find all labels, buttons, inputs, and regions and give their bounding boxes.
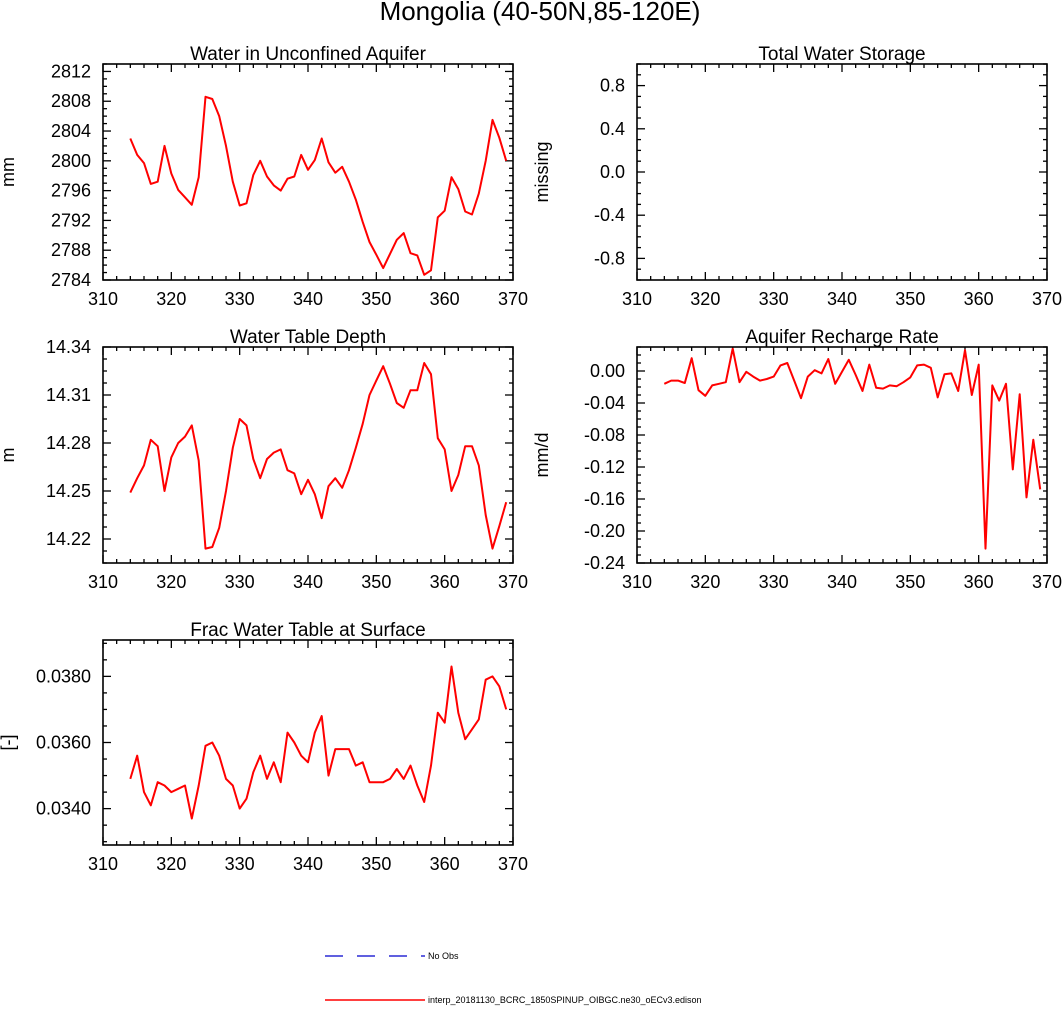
- plot-frame: [636, 346, 1048, 564]
- panel-title: Water in Unconfined Aquifer: [190, 44, 427, 65]
- x-tick-label: 340: [293, 854, 323, 874]
- y-tick-label: 0.00: [590, 361, 625, 381]
- x-tick-label: 350: [361, 289, 391, 309]
- y-axis-label: m: [0, 448, 18, 463]
- x-tick-label: 320: [156, 289, 186, 309]
- y-tick-label: 14.28: [46, 433, 91, 453]
- y-tick-label: 2808: [51, 91, 91, 111]
- x-tick-label: 310: [88, 854, 118, 874]
- y-tick-label: 0.0: [600, 162, 625, 182]
- y-tick-label: -0.16: [584, 489, 625, 509]
- y-tick-label: 0.4: [600, 119, 625, 139]
- series-line: [663, 347, 1042, 550]
- y-axis-label: mm/d: [532, 433, 552, 478]
- legend-model-label: interp_20181130_BCRC_1850SPINUP_OIBGC.ne…: [428, 995, 702, 1005]
- x-tick-label: 320: [690, 572, 720, 592]
- x-tick-label: 370: [1032, 289, 1062, 309]
- x-tick-label: 360: [430, 572, 460, 592]
- x-tick-label: 340: [827, 572, 857, 592]
- panel-water-unconfined-aquifer: Water in Unconfined Aquifer mm 310 320 330 34…: [0, 44, 528, 309]
- x-tick-label: 310: [88, 572, 118, 592]
- x-tick-label: 370: [498, 289, 528, 309]
- panel-water-table-depth: Water Table Depth m 310 320 330 340 350 360 370 1…: [0, 327, 528, 592]
- y-axis-label: missing: [532, 141, 552, 202]
- x-tick-label: 370: [498, 854, 528, 874]
- x-tick-label: 340: [293, 572, 323, 592]
- y-tick-label: -0.20: [584, 521, 625, 541]
- x-tick-label: 310: [88, 289, 118, 309]
- series-line: [129, 95, 508, 276]
- x-tick-label: 350: [895, 572, 925, 592]
- x-tick-label: 320: [156, 854, 186, 874]
- y-tick-label: -0.04: [584, 393, 625, 413]
- y-tick-label: 2804: [51, 121, 91, 141]
- panel-title: Water Table Depth: [230, 327, 386, 348]
- x-tick-label: 360: [964, 572, 994, 592]
- x-tick-label: 320: [690, 289, 720, 309]
- y-tick-label: -0.8: [594, 248, 625, 268]
- x-tick-label: 350: [895, 289, 925, 309]
- plot-frame: [102, 63, 514, 281]
- x-tick-label: 330: [225, 289, 255, 309]
- y-tick-label: 14.31: [46, 385, 91, 405]
- y-tick-label: 0.8: [600, 76, 625, 96]
- y-tick-label: 14.22: [46, 529, 91, 549]
- y-tick-label: 2788: [51, 240, 91, 260]
- plot-frame: [102, 346, 514, 564]
- y-tick-label: 14.34: [46, 337, 91, 357]
- y-tick-label: -0.24: [584, 553, 625, 573]
- y-tick-label: 2812: [51, 61, 91, 81]
- y-axis-label: [-]: [0, 735, 18, 751]
- y-tick-label: 0.0380: [36, 666, 91, 686]
- y-tick-label: 14.25: [46, 481, 91, 501]
- plot-frame: [636, 63, 1048, 281]
- x-tick-label: 330: [225, 854, 255, 874]
- legend-no-obs-label: No Obs: [428, 951, 459, 961]
- y-tick-label: 2796: [51, 181, 91, 201]
- x-tick-label: 310: [622, 289, 652, 309]
- panel-total-water-storage: Total Water Storage missing 310 320 330 340 35…: [532, 44, 1062, 309]
- x-tick-label: 370: [1032, 572, 1062, 592]
- panel-title: Total Water Storage: [758, 44, 925, 65]
- y-tick-label: 0.0340: [36, 799, 91, 819]
- y-tick-label: -0.4: [594, 205, 625, 225]
- panel-title: Aquifer Recharge Rate: [745, 327, 938, 348]
- x-tick-label: 340: [827, 289, 857, 309]
- x-tick-label: 340: [293, 289, 323, 309]
- x-tick-label: 360: [430, 854, 460, 874]
- y-tick-label: 2784: [51, 270, 91, 290]
- x-tick-label: 320: [156, 572, 186, 592]
- panel-frac-water-table-surface: Frac Water Table at Surface [-] 310 320 330 3…: [0, 620, 528, 874]
- x-tick-label: 310: [622, 572, 652, 592]
- x-tick-label: 330: [759, 289, 789, 309]
- figure-title: Mongolia (40-50N,85-120E): [380, 0, 701, 26]
- panel-title: Frac Water Table at Surface: [190, 620, 426, 641]
- y-tick-label: -0.12: [584, 457, 625, 477]
- plot-frame: [102, 639, 514, 846]
- x-tick-label: 370: [498, 572, 528, 592]
- legend: No Obs interp_20181130_BCRC_1850SPINUP_O…: [325, 951, 702, 1005]
- y-axis-label: mm: [0, 157, 18, 187]
- y-tick-label: 2800: [51, 151, 91, 171]
- x-tick-label: 330: [759, 572, 789, 592]
- panel-aquifer-recharge-rate: Aquifer Recharge Rate mm/d 310 320 330 340 350…: [532, 327, 1062, 592]
- y-tick-label: 0.0360: [36, 733, 91, 753]
- series-line: [129, 362, 508, 550]
- series-line: [129, 665, 508, 820]
- x-tick-label: 330: [225, 572, 255, 592]
- y-tick-label: -0.08: [584, 425, 625, 445]
- y-tick-label: 2792: [51, 210, 91, 230]
- x-tick-label: 360: [964, 289, 994, 309]
- x-tick-label: 360: [430, 289, 460, 309]
- x-tick-label: 350: [361, 572, 391, 592]
- x-tick-label: 350: [361, 854, 391, 874]
